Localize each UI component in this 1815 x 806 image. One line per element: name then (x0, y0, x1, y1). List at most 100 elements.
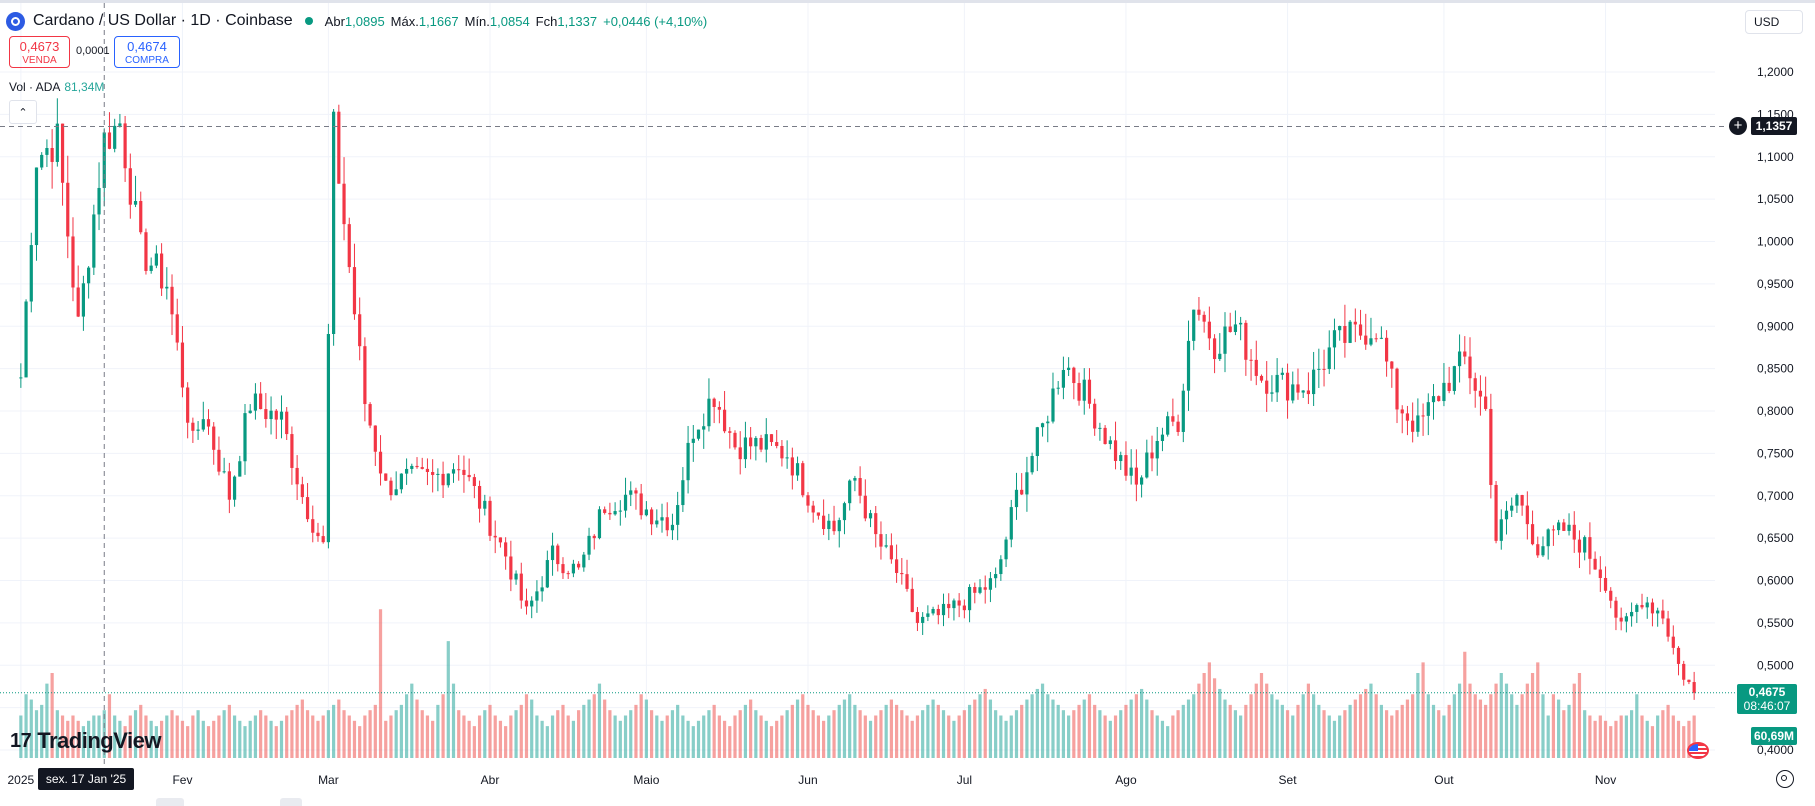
volume-bar (55, 710, 59, 758)
volume-bar (967, 704, 972, 758)
candle-body (936, 608, 940, 616)
collapse-chevron-icon[interactable]: ⌃ (9, 100, 37, 124)
candle-body (1400, 409, 1404, 414)
candle-body (556, 545, 560, 565)
candle-body (1603, 577, 1608, 591)
candle-body (905, 574, 909, 589)
volume-bar (1004, 720, 1008, 758)
volume-bar (1452, 694, 1456, 758)
candle-body (889, 545, 893, 560)
candle-body (1077, 383, 1081, 401)
volume-bar (1478, 699, 1483, 758)
tradingview-branding[interactable]: 17 TradingView (10, 728, 161, 754)
bottom-tab-1[interactable] (156, 798, 184, 806)
candle-body (1499, 519, 1503, 541)
volume-bar (686, 720, 690, 758)
volume-bar (973, 699, 977, 758)
candle-body (696, 429, 701, 439)
volume-bar (775, 720, 779, 758)
settings-icon[interactable] (1776, 770, 1794, 788)
candle-body (1317, 368, 1321, 370)
symbol-title[interactable]: Cardano / US Dollar · 1D · Coinbase (33, 12, 293, 29)
volume-bar (1504, 683, 1509, 758)
volume-bar (259, 710, 263, 758)
candle-body (853, 478, 857, 481)
candle-body (40, 154, 44, 168)
volume-bar (1166, 726, 1170, 758)
candle-body (827, 520, 831, 530)
volume-bar (1265, 683, 1269, 758)
volume-bar (154, 726, 158, 758)
candle-body (577, 563, 581, 568)
volume-bar (1124, 704, 1128, 758)
us-flag-icon[interactable] (1687, 742, 1709, 759)
volume-bar (504, 726, 508, 758)
volume-bar (1343, 710, 1347, 758)
candle-body (973, 586, 977, 593)
bottom-tab-2[interactable] (280, 798, 302, 806)
sell-button[interactable]: 0,4673 VENDA (9, 36, 70, 68)
candle-body (952, 600, 956, 609)
volume-bar (822, 720, 826, 758)
candle-body (1124, 455, 1128, 476)
candle-body (71, 236, 75, 288)
volume-bar (868, 720, 873, 758)
volume-bar (1463, 651, 1467, 758)
volume-bar (415, 699, 419, 758)
volume-bar (467, 720, 471, 758)
candle-body (279, 411, 284, 420)
candle-body (1369, 338, 1373, 345)
volume-bar (738, 710, 742, 758)
volume-bar (1619, 715, 1623, 758)
candle-body (347, 224, 351, 268)
volume-bar (264, 715, 268, 758)
y-tick-label: 0,9500 (1757, 277, 1794, 291)
volume-bar (733, 715, 737, 758)
volume-bar (1525, 683, 1529, 758)
volume-bar (1567, 704, 1571, 758)
candle-body (550, 545, 555, 561)
candle-body (1280, 372, 1284, 375)
candle-body (316, 532, 320, 537)
candle-body (76, 287, 80, 317)
candle-body (1004, 539, 1008, 560)
volume-bar (571, 720, 576, 758)
volume-bar (608, 710, 612, 758)
candle-body (1166, 416, 1170, 435)
volume-bar (1155, 715, 1159, 758)
candle-body (900, 572, 904, 575)
candle-body (1598, 569, 1602, 578)
candle-body (373, 425, 377, 452)
candle-body (1656, 610, 1660, 614)
volume-bar (196, 710, 200, 758)
candle-body (1025, 472, 1029, 495)
candle-body (603, 509, 607, 513)
volume-bar (665, 715, 669, 758)
volume-bar (597, 683, 602, 758)
volume-bar (1400, 704, 1404, 758)
volume-bar (165, 715, 169, 758)
volume-bar (384, 720, 388, 758)
tradingview-logo-icon: 17 (10, 729, 32, 752)
volume-bar (66, 720, 70, 758)
currency-select[interactable]: USD (1745, 10, 1803, 34)
buy-button[interactable]: 0,4674 COMPRA (114, 36, 180, 68)
candle-body (1291, 384, 1295, 401)
candle-body (1390, 361, 1394, 369)
volume-bar (253, 715, 258, 758)
candle-body (1676, 647, 1681, 664)
volume-bar (660, 720, 664, 758)
candle-body (785, 457, 789, 459)
volume-bar (670, 710, 675, 758)
volume-bar (587, 699, 591, 758)
candle-body (1113, 440, 1118, 462)
candle-body (1259, 375, 1264, 381)
candle-body (1551, 529, 1556, 531)
x-tick-label: Set (1279, 773, 1298, 787)
volume-bar (1030, 694, 1034, 758)
volume-bar (681, 715, 685, 758)
volume-bar (368, 710, 372, 758)
volume-bar (1082, 699, 1086, 758)
crosshair-plus-icon[interactable]: + (1729, 117, 1747, 135)
